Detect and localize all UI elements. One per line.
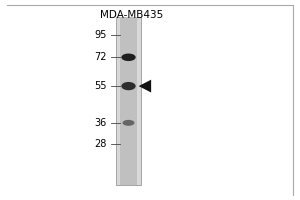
Text: 55: 55 bbox=[94, 81, 107, 91]
Text: MDA-MB435: MDA-MB435 bbox=[100, 10, 164, 20]
Text: 72: 72 bbox=[94, 52, 107, 62]
Ellipse shape bbox=[121, 82, 136, 90]
Text: 28: 28 bbox=[94, 139, 107, 149]
Ellipse shape bbox=[121, 54, 136, 61]
Bar bbox=[116, 17, 141, 185]
Polygon shape bbox=[139, 80, 151, 93]
Ellipse shape bbox=[122, 120, 134, 126]
Text: 95: 95 bbox=[94, 30, 107, 40]
Bar bbox=[120, 17, 136, 185]
Text: 36: 36 bbox=[94, 118, 107, 128]
